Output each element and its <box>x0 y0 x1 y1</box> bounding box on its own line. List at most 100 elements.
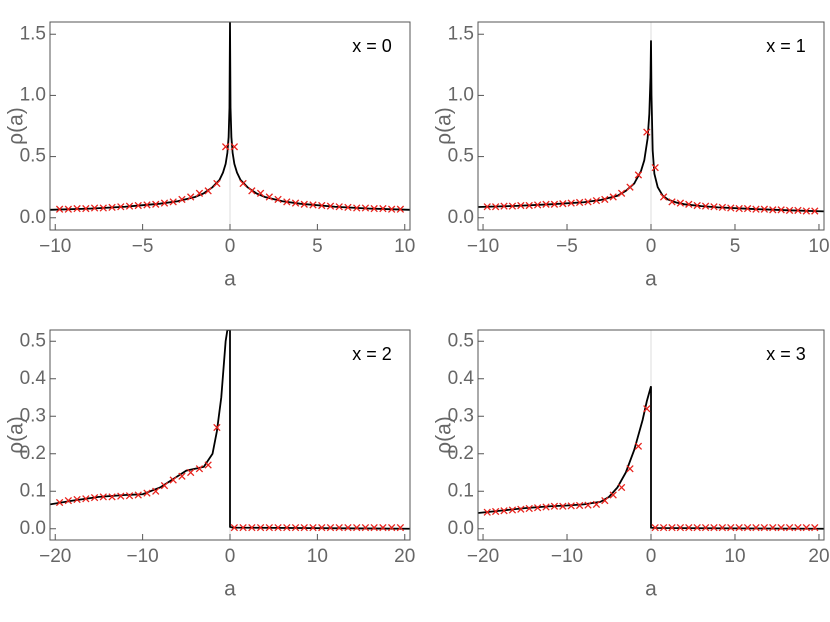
x-tick-label: 10 <box>394 236 415 257</box>
data-marker <box>204 187 212 195</box>
y-tick-label: 1.5 <box>448 23 474 44</box>
data-marker <box>685 523 693 532</box>
data-marker <box>169 476 177 484</box>
data-marker <box>387 523 396 532</box>
y-tick-label: 1.5 <box>20 23 46 44</box>
data-marker <box>117 492 125 500</box>
data-marker <box>802 207 811 215</box>
x-tick-label: −10 <box>127 546 159 567</box>
data-marker <box>743 523 752 532</box>
data-marker <box>160 481 169 490</box>
data-marker <box>584 198 592 206</box>
data-marker <box>125 492 134 500</box>
data-marker <box>525 504 533 513</box>
y-tick-label: 0.2 <box>448 443 474 464</box>
data-marker <box>777 523 785 532</box>
data-marker <box>256 189 265 197</box>
data-marker <box>609 193 617 201</box>
data-marker <box>108 493 116 501</box>
data-marker <box>668 198 676 206</box>
data-marker <box>626 183 634 191</box>
data-marker <box>533 201 542 209</box>
data-marker <box>584 501 592 509</box>
data-marker <box>752 523 760 532</box>
data-marker <box>483 203 491 211</box>
data-marker <box>508 202 517 210</box>
annotation: x = 2 <box>352 344 392 364</box>
x-tick-label: −10 <box>551 546 583 567</box>
y-tick-label: 0.2 <box>20 443 46 464</box>
x-tick-label: −5 <box>132 236 154 257</box>
data-marker <box>727 523 735 532</box>
data-marker <box>178 195 186 204</box>
x-axis-label: a <box>645 268 657 291</box>
y-tick-label: 0.1 <box>448 480 474 501</box>
data-marker <box>693 523 701 532</box>
data-marker <box>134 491 142 499</box>
data-marker <box>221 143 230 151</box>
data-marker <box>500 202 508 210</box>
y-tick-label: 0.0 <box>448 207 474 228</box>
y-tick-label: 0.1 <box>20 480 46 501</box>
data-marker <box>387 205 396 213</box>
plot-area <box>50 22 410 230</box>
data-marker <box>344 523 352 532</box>
data-marker <box>710 203 718 211</box>
x-axis-label: a <box>224 578 236 601</box>
data-marker <box>55 205 64 213</box>
data-marker <box>517 201 525 210</box>
data-marker <box>601 496 609 505</box>
data-marker <box>73 495 81 504</box>
data-marker <box>542 200 550 208</box>
y-axis-label: ρ(a) <box>433 416 456 454</box>
data-marker <box>256 523 265 532</box>
x-axis-label: a <box>645 578 657 601</box>
y-tick-label: 0.0 <box>20 207 46 228</box>
data-marker <box>500 507 508 515</box>
data-marker <box>735 204 743 213</box>
data-marker <box>491 507 500 516</box>
data-marker <box>693 201 701 210</box>
data-marker <box>344 203 352 212</box>
curve <box>50 330 410 530</box>
data-marker <box>533 504 542 512</box>
y-tick-label: 0.4 <box>448 368 475 389</box>
annotation: x = 0 <box>352 36 392 56</box>
data-marker <box>811 523 819 532</box>
data-marker <box>82 495 90 503</box>
y-axis-label: ρ(a) <box>5 107 28 145</box>
data-marker <box>379 523 387 532</box>
data-marker <box>326 523 335 532</box>
x-tick-label: 10 <box>307 546 328 567</box>
data-marker <box>291 199 300 207</box>
data-marker <box>743 204 752 213</box>
data-marker <box>143 489 151 497</box>
data-marker <box>361 523 370 532</box>
data-marker <box>64 205 73 213</box>
data-marker <box>283 198 291 206</box>
data-marker <box>300 200 308 208</box>
data-marker <box>668 523 676 532</box>
y-tick-label: 0.0 <box>448 518 474 539</box>
data-marker <box>274 195 282 204</box>
y-axis-label: ρ(a) <box>5 416 28 454</box>
data-marker <box>794 206 802 215</box>
data-marker <box>213 179 221 188</box>
data-marker <box>90 204 99 212</box>
data-marker <box>634 442 643 450</box>
data-marker <box>559 502 567 510</box>
data-marker <box>575 198 584 207</box>
data-marker <box>55 498 64 507</box>
data-marker <box>626 465 634 473</box>
x-tick-label: 0 <box>646 546 657 567</box>
data-marker <box>601 195 609 204</box>
data-marker <box>274 523 282 532</box>
data-marker <box>491 203 500 211</box>
data-marker <box>99 493 107 501</box>
plot-area <box>478 22 824 230</box>
data-marker <box>483 508 491 516</box>
annotation: x = 3 <box>766 344 806 364</box>
data-marker <box>794 523 802 532</box>
data-marker <box>134 201 142 210</box>
data-marker <box>567 199 575 207</box>
